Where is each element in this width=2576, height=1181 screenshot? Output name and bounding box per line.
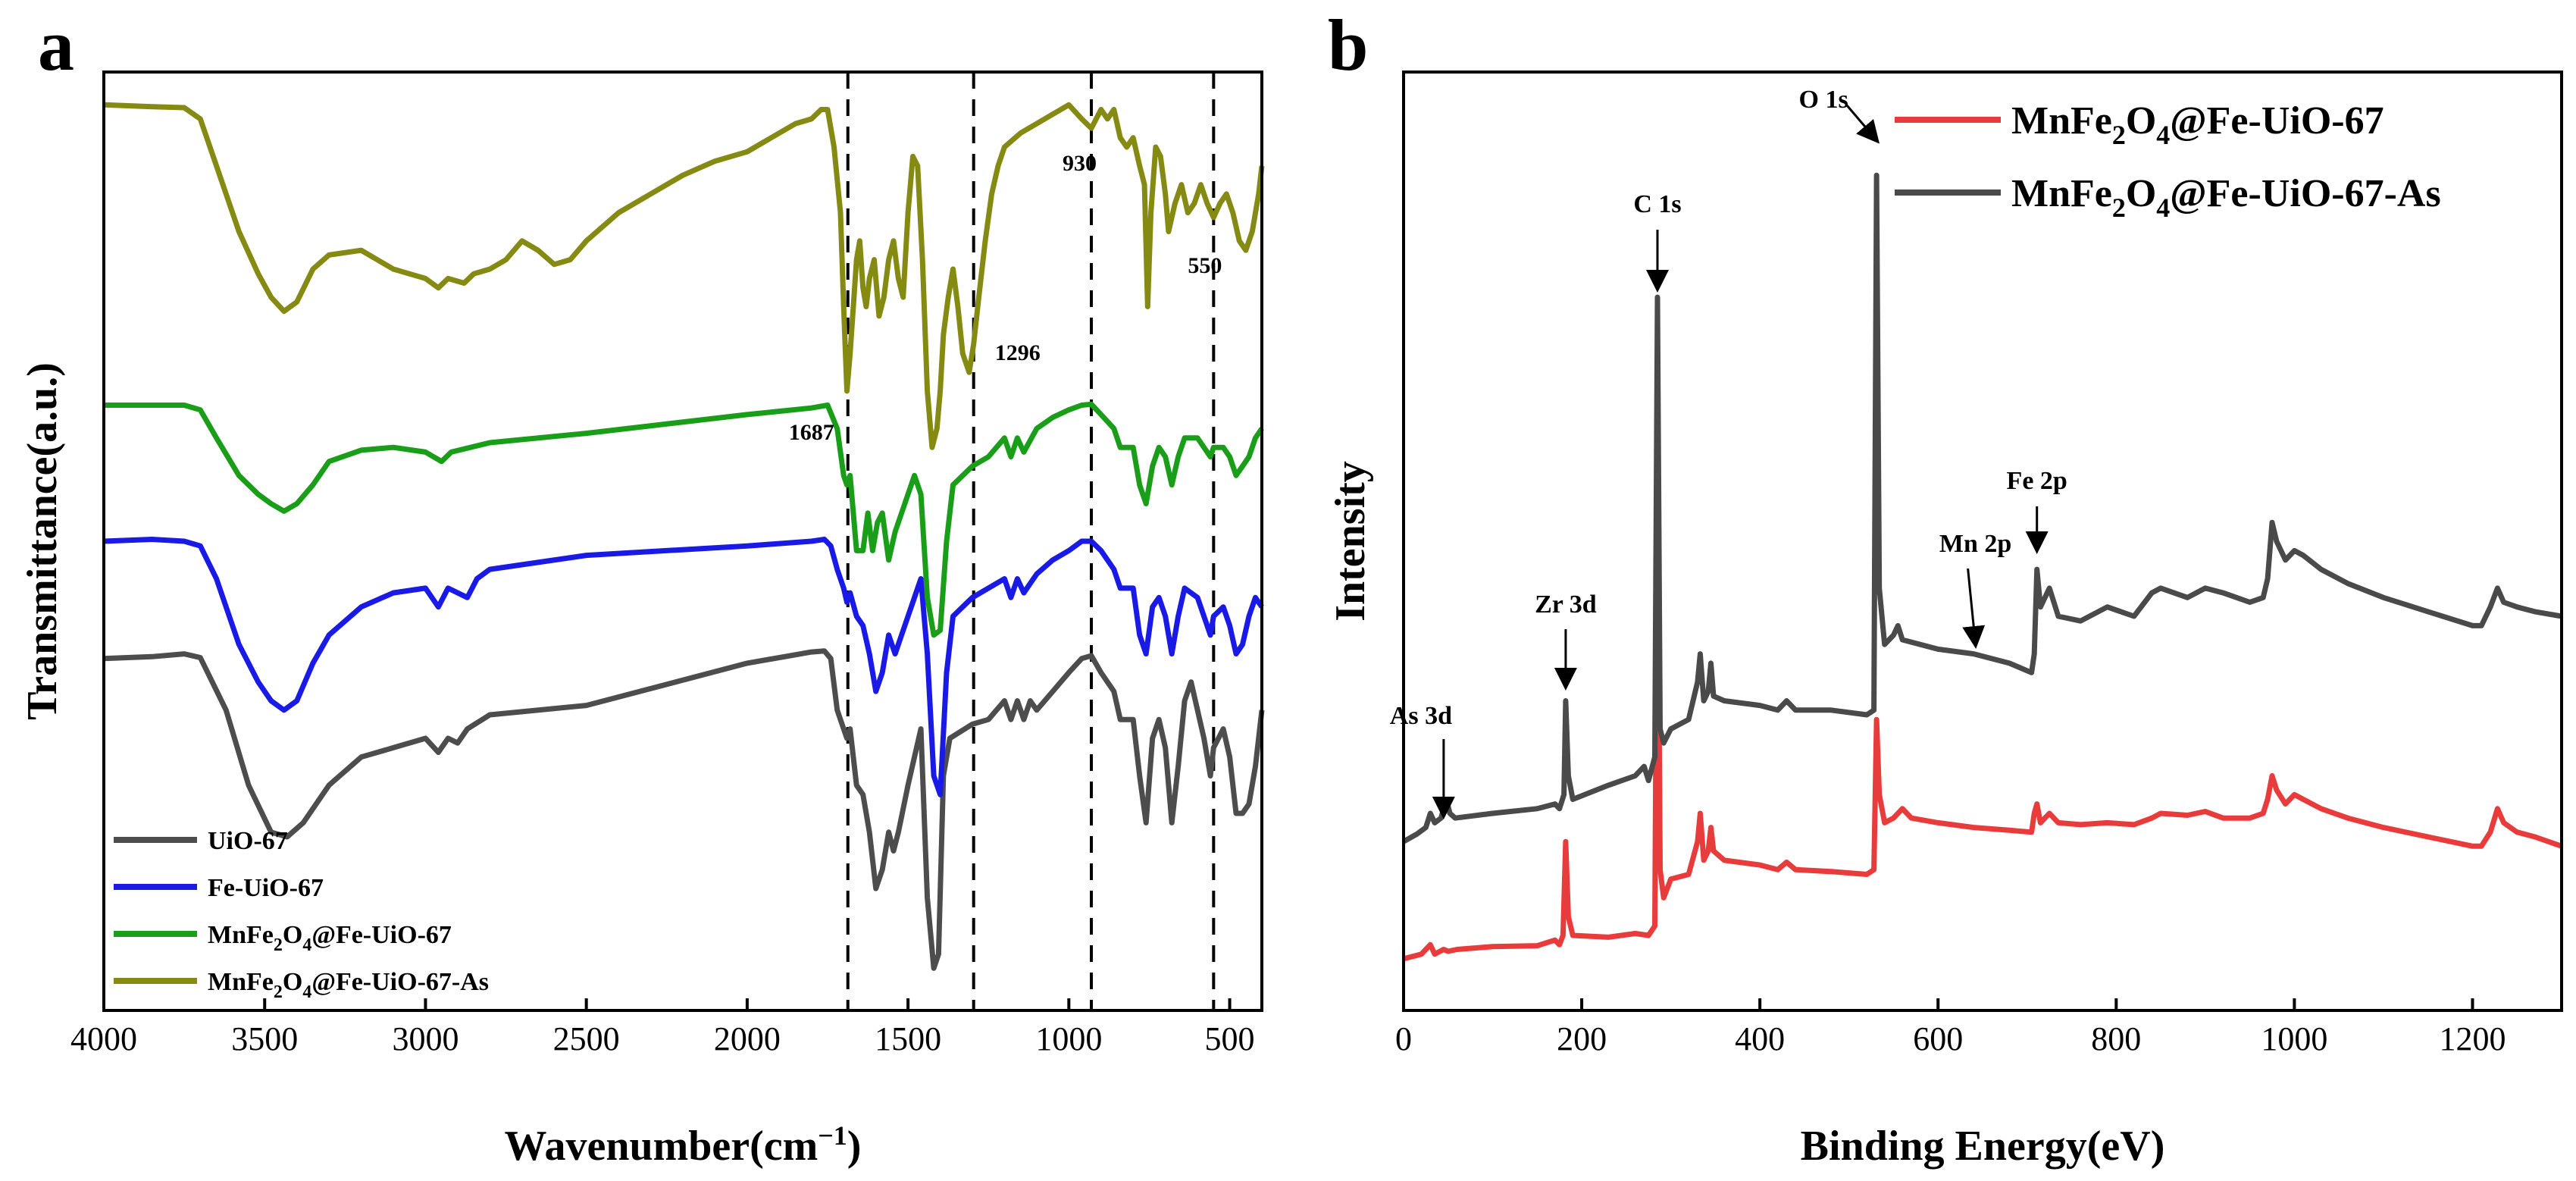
- panel-b-series-line-mnfe2o4-fe-uio-67: [1403, 472, 2563, 962]
- panel-a-annotation-1296: 1296: [995, 340, 1041, 365]
- panel-b-annotation-zr-3d: Zr 3d: [1535, 590, 1597, 619]
- panel-b: b As 3d Zr 3d C 1s O 1s Mn 2p Fe 2p 0 200 400 60…: [1327, 5, 2563, 1170]
- panel-b-legend-label-pre: MnFe: [2011, 172, 2112, 215]
- panel-b-series-line-mnfe2o4-fe-uio-67-as: [1402, 172, 2562, 844]
- panel-a-x-tick-label: 1500: [875, 1020, 941, 1057]
- panel-a-x-tick-label: 2000: [714, 1020, 781, 1057]
- panel-b-x-axis-title: Binding Energy(eV): [1801, 1123, 2165, 1170]
- panel-a-legend: UiO-67Fe-UiO-67MnFe2O4@Fe-UiO-67MnFe2O4@…: [114, 827, 489, 1002]
- panel-a-legend-label: Fe-UiO-67: [208, 874, 324, 902]
- panel-a-y-axis-title: Transmittance(a.u.): [19, 362, 66, 720]
- panel-b-annotation-fe-2p: Fe 2p: [2007, 467, 2067, 495]
- panel-a-annotations: 1687 1296 930 550: [789, 151, 1222, 445]
- panel-b-legend-label-mid: O: [2126, 99, 2156, 143]
- panel-a-x-tick-label: 500: [1205, 1020, 1255, 1057]
- panel-a-x-tick-label: 4000: [70, 1020, 137, 1057]
- panel-a-legend-label: UiO-67: [208, 827, 288, 855]
- panel-b-x-tick-label: 200: [1557, 1020, 1607, 1057]
- panel-b-annotation-o-1s: O 1s: [1799, 86, 1848, 114]
- panel-a-legend-label: MnFe2O4@Fe-UiO-67-As: [208, 968, 489, 1002]
- panel-a-series-line-mnfe2o4-fe-uio-67-as: [103, 102, 1265, 450]
- panel-b-legend-label-sub1: 2: [2112, 193, 2126, 223]
- panel-b-legend-label: MnFe2O4@Fe-UiO-67-As: [2011, 172, 2441, 223]
- panel-b-x-tick-label: 400: [1735, 1020, 1785, 1057]
- panel-b-legend-label-pre: MnFe: [2011, 99, 2112, 143]
- panel-a-legend-label-post: @Fe-UiO-67-As: [311, 968, 489, 996]
- panel-b-x-tick-label: 1200: [2439, 1020, 2506, 1057]
- panel-b-annotation-as-3d: As 3d: [1390, 702, 1452, 730]
- panel-b-x-tick-label: 1000: [2261, 1020, 2327, 1057]
- panel-b-x-tick-label: 600: [1913, 1020, 1963, 1057]
- panel-a-x-ticks: 4000 3500 3000 2500 2000 1500 1000 500: [70, 998, 1255, 1057]
- panel-b-legend-label-sub2: 4: [2156, 193, 2170, 223]
- panel-a-x-axis-title-main: Wavenumber(cm: [505, 1123, 818, 1170]
- panel-a-annotation-930: 930: [1063, 151, 1097, 176]
- panel-a-legend-label-pre: MnFe: [208, 921, 274, 949]
- panel-a-series: [103, 102, 1265, 971]
- panel-a-legend-label-mid: O: [283, 968, 302, 996]
- panel-a-legend-label: MnFe2O4@Fe-UiO-67: [208, 921, 452, 955]
- panel-a-legend-label-mid: O: [283, 921, 302, 949]
- panel-a-series-line-mnfe2o4-fe-uio-67: [104, 401, 1264, 638]
- panel-a-x-tick-label: 2500: [553, 1020, 620, 1057]
- panel-b-x-ticks: 0 200 400 600 800 1000 1200: [1395, 998, 2506, 1057]
- panel-a-legend-label-sub1: 2: [274, 935, 283, 955]
- panel-a-x-axis-title: Wavenumber(cm−1): [505, 1120, 862, 1170]
- panel-a-legend-label-sub1: 2: [274, 982, 283, 1002]
- panel-a-x-tick-label: 3000: [392, 1020, 459, 1057]
- panel-b-annotations: As 3d Zr 3d C 1s O 1s Mn 2p Fe 2p: [1390, 86, 2067, 819]
- panel-b-legend-label-sub2: 4: [2156, 120, 2170, 150]
- panel-a-axes-frame: [102, 70, 1263, 1012]
- panel-a-x-axis-title-superscript: −1: [818, 1120, 847, 1151]
- panel-a-legend-label-post: @Fe-UiO-67: [311, 921, 452, 949]
- panel-a-x-tick-label: 3500: [231, 1020, 298, 1057]
- panel-b-legend-label: MnFe2O4@Fe-UiO-67: [2011, 99, 2384, 150]
- panel-b-axes-frame: [1402, 70, 2563, 1012]
- panel-a-annotation-1687: 1687: [789, 420, 834, 445]
- panel-a-legend-label-sub2: 4: [302, 935, 311, 955]
- panel-b-annotation-arrow-mn-2p: [1962, 568, 1986, 649]
- panel-b-x-tick-label: 0: [1395, 1020, 1412, 1057]
- panel-a-legend-label-sub2: 4: [302, 982, 311, 1002]
- panel-a-legend-label-pre: MnFe: [208, 968, 274, 996]
- panel-b-legend-label-post: @Fe-UiO-67: [2170, 99, 2384, 143]
- panel-b-legend-label-post: @Fe-UiO-67-As: [2170, 172, 2440, 215]
- panel-a-reference-lines: [846, 72, 1216, 1010]
- panel-b-legend-label-mid: O: [2126, 172, 2156, 215]
- panel-b-annotation-c-1s: C 1s: [1633, 190, 1681, 218]
- panel-a-annotation-550: 550: [1188, 253, 1222, 278]
- panel-b-annotation-mn-2p: Mn 2p: [1939, 530, 2011, 558]
- panel-a-series-line-uio-67: [103, 648, 1265, 971]
- panel-b-annotation-arrow-o-1s: [1845, 104, 1880, 144]
- panel-a-series-line-fe-uio-67: [103, 537, 1264, 797]
- panel-b-y-axis-title: Intensity: [1327, 461, 1374, 622]
- panel-b-letter: b: [1328, 5, 1368, 86]
- panel-b-x-tick-label: 800: [2091, 1020, 2141, 1057]
- panel-b-legend-label-sub1: 2: [2112, 120, 2126, 150]
- panel-a-letter: a: [38, 5, 74, 86]
- panel-a-x-tick-label: 1000: [1035, 1020, 1102, 1057]
- panel-a-x-axis-title-close: ): [847, 1123, 862, 1170]
- panel-b-series: [1402, 172, 2563, 962]
